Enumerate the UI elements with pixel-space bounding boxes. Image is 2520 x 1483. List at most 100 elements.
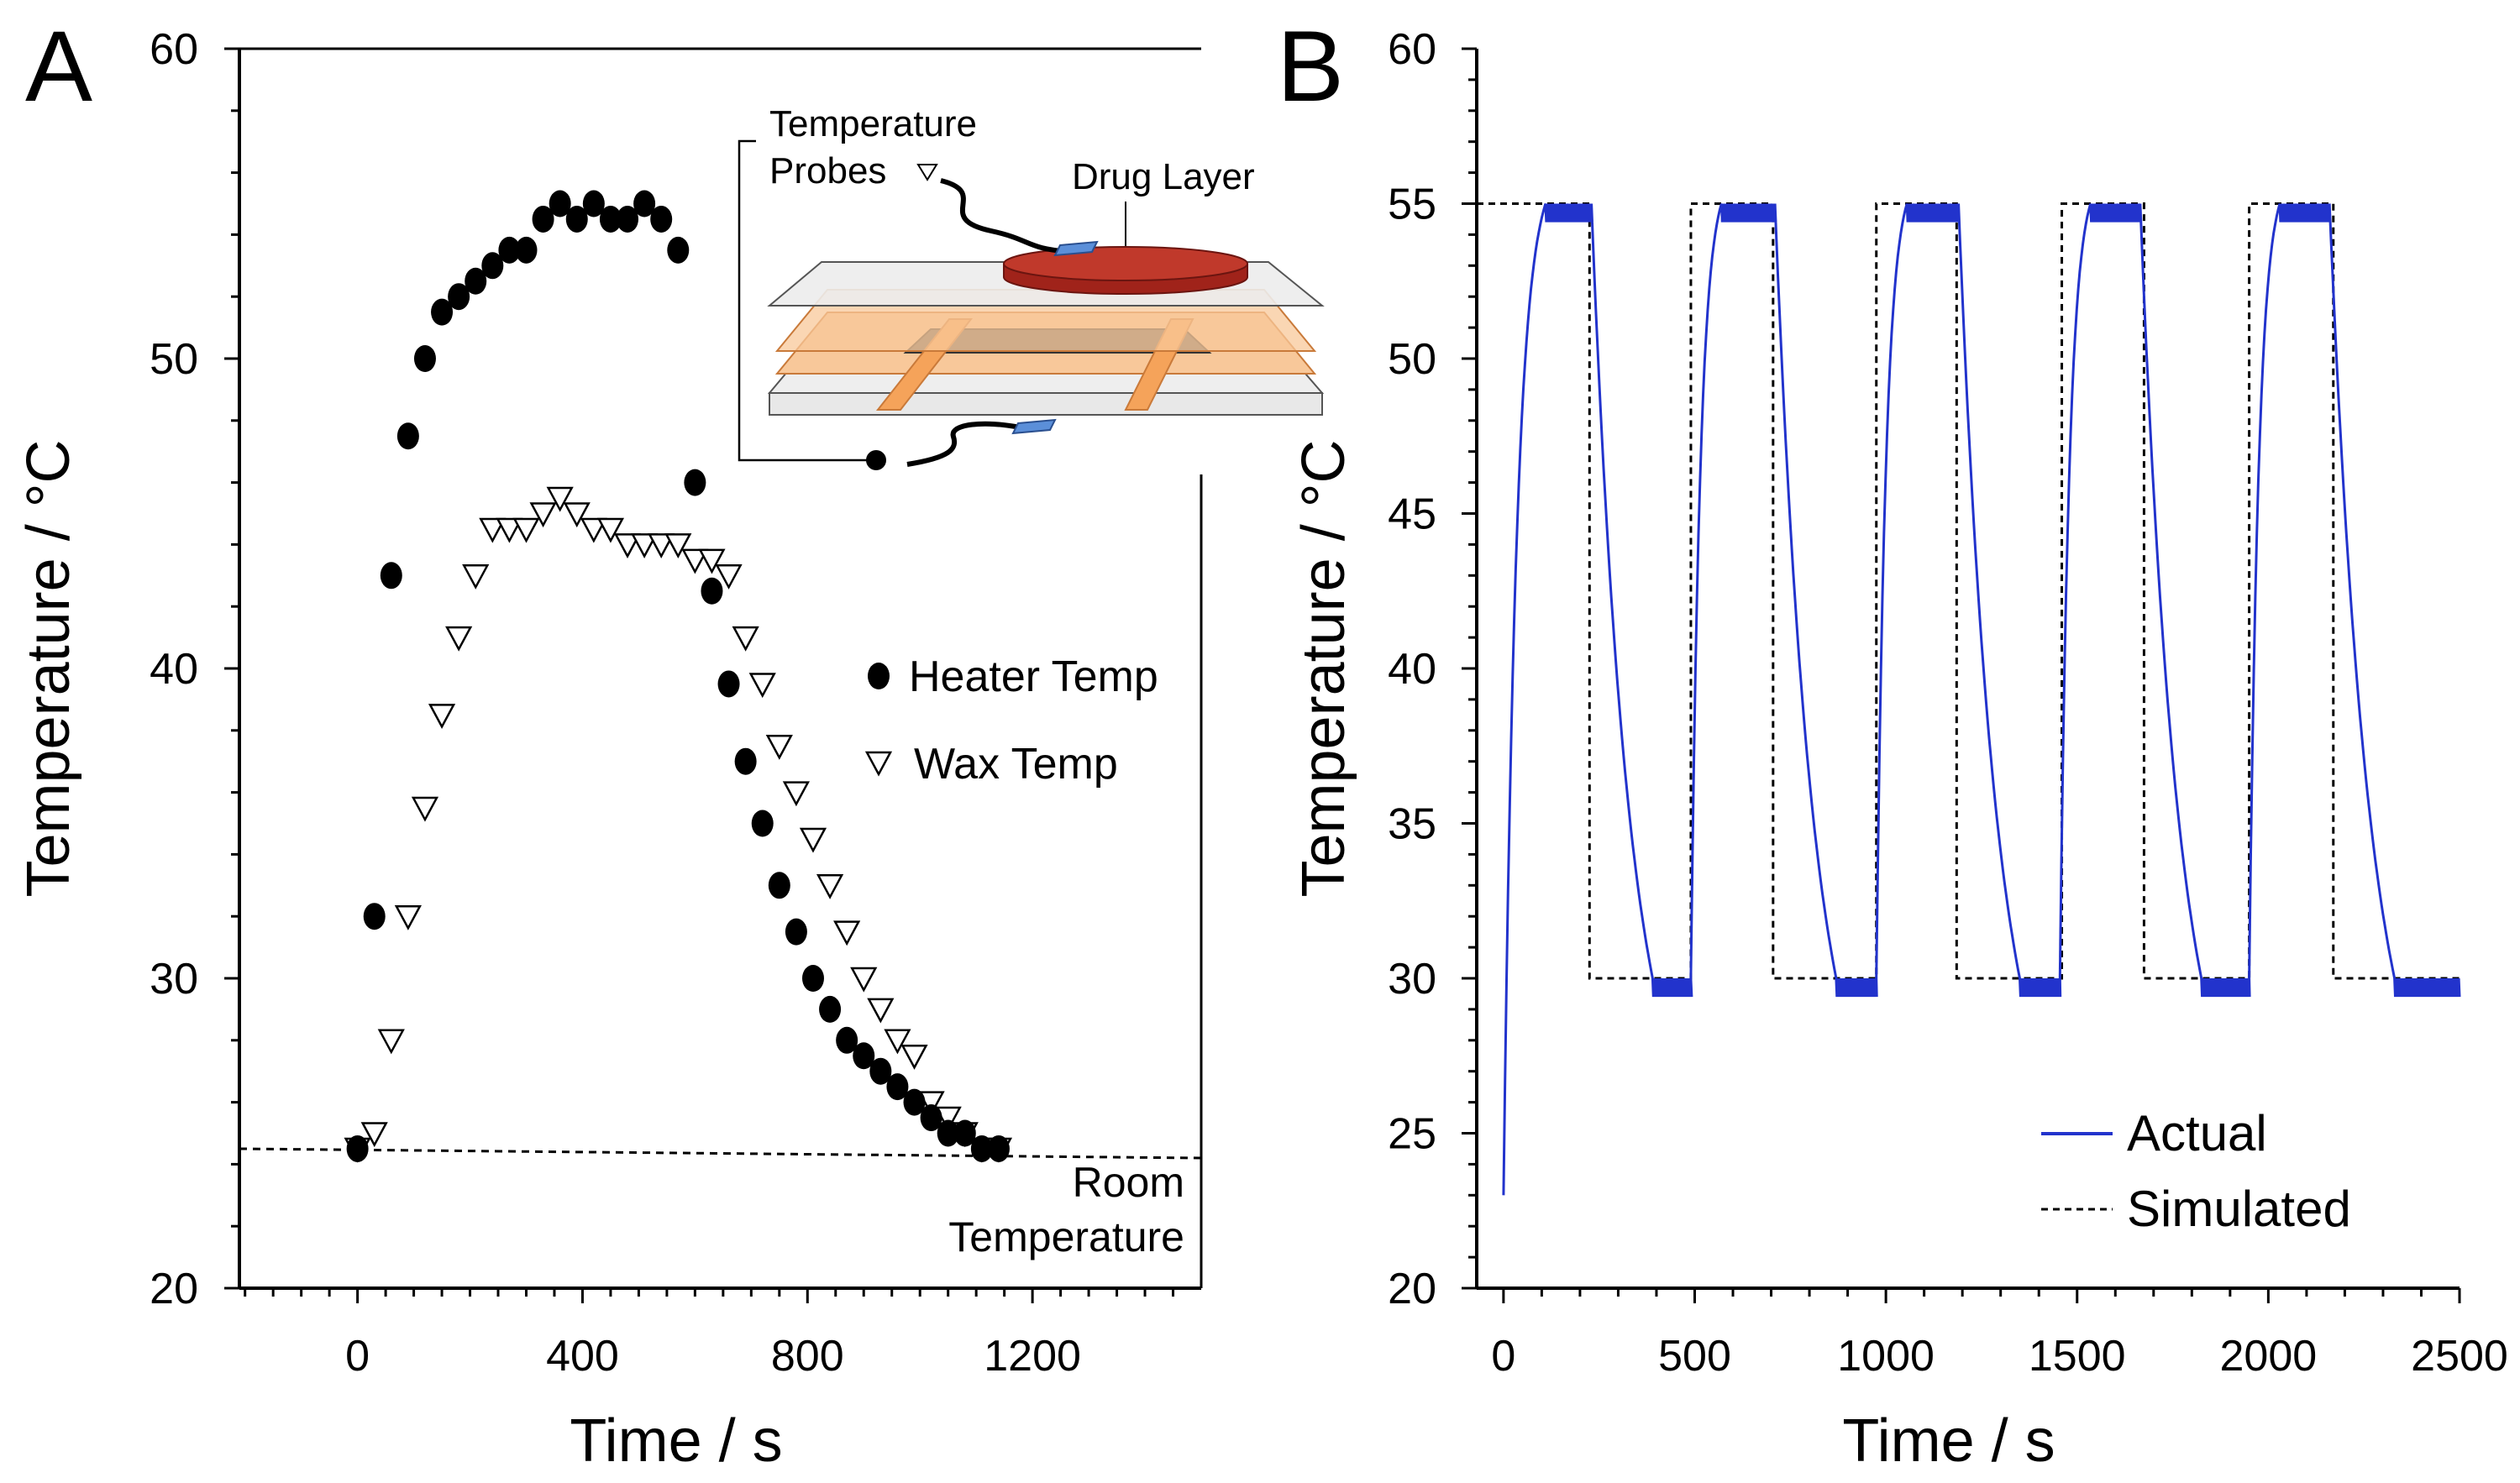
wax-temp-point — [698, 548, 726, 574]
panel-a-y-axis-label: Temperature / °C — [15, 440, 82, 898]
heater-temp-point — [565, 205, 588, 233]
inset-temperature-probes-label-line1: Temperature — [769, 103, 977, 144]
x-tick-label: 500 — [1658, 1332, 1731, 1381]
heater-temp-point — [549, 190, 571, 217]
legend-wax-marker — [864, 751, 893, 777]
y-tick-label: 30 — [150, 955, 198, 1004]
heater-temp-point — [599, 205, 622, 233]
heater-temp-point — [431, 298, 454, 326]
panel-a-tick-labels: 0 400 800 1200 20 30 40 50 60 — [150, 25, 1081, 1381]
heater-temp-point — [836, 1026, 858, 1054]
wax-temp-point — [816, 874, 844, 899]
wax-temp-point — [445, 626, 473, 652]
heater-temp-point — [448, 283, 470, 311]
panel-b-y-axis-label: Temperature / °C — [1290, 440, 1357, 898]
heater-temp-point — [617, 205, 639, 233]
y-tick-label: 20 — [150, 1265, 198, 1313]
heater-temp-point — [396, 422, 419, 450]
wax-temp-point — [411, 796, 439, 822]
wax-temp-point — [631, 533, 659, 559]
y-tick-label: 20 — [1388, 1265, 1436, 1313]
heater-temp-point — [970, 1135, 993, 1162]
legend-heater-marker — [868, 663, 890, 689]
wax-temp-point — [833, 920, 861, 946]
heater-temp-point — [684, 469, 706, 496]
x-tick-label: 2500 — [2411, 1332, 2508, 1381]
panel-a-ticks — [224, 47, 1175, 1303]
y-tick-label: 40 — [150, 645, 198, 694]
heater-temp-point — [717, 670, 740, 698]
panel-a-legend: Heater Temp Wax Temp — [864, 652, 1158, 789]
wax-temp-point — [613, 533, 642, 559]
room-temperature-label-line2: Temperature — [948, 1213, 1184, 1260]
wax-temp-point — [563, 502, 591, 528]
panel-b-ticks — [1462, 47, 2461, 1303]
inset-device-schematic: Temperature Probes Drug Layer — [738, 103, 1325, 470]
heater-temp-point — [532, 205, 554, 233]
wax-temp-point — [546, 486, 574, 512]
heater-temp-point — [465, 267, 487, 295]
heater-temp-point — [768, 872, 790, 899]
heater-temp-point — [346, 1135, 369, 1162]
heater-temp-point — [801, 965, 824, 992]
legend-simulated-label: Simulated — [2127, 1181, 2351, 1237]
heater-temp-point — [785, 918, 807, 946]
wax-temp-point — [900, 1045, 928, 1070]
heater-temp-point — [953, 1119, 976, 1147]
heater-temp-series — [346, 190, 1010, 1162]
wax-temp-point — [748, 673, 776, 699]
y-tick-label: 50 — [1388, 335, 1436, 384]
y-tick-label: 25 — [1388, 1110, 1436, 1159]
x-tick-label: 2000 — [2220, 1332, 2318, 1381]
heater-temp-point — [751, 810, 774, 837]
heater-temp-point — [481, 252, 504, 280]
bottom-probe-marker — [866, 450, 886, 470]
wax-temp-point — [867, 998, 895, 1024]
wax-temp-point — [765, 735, 793, 760]
panel-b-tick-labels: 0 500 1000 1500 2000 2500 20 25 30 35 40 45 50 55 60 — [1388, 25, 2508, 1381]
wax-temp-point — [681, 548, 709, 574]
drug-layer-disc-top — [1003, 246, 1248, 281]
heater-temp-point — [701, 577, 723, 605]
wax-temp-point — [496, 517, 523, 543]
legend-heater-label: Heater Temp — [909, 652, 1158, 701]
y-tick-label: 60 — [1388, 25, 1436, 74]
wax-temp-point — [377, 1029, 405, 1055]
wax-temp-point — [664, 533, 692, 559]
heater-temp-point — [853, 1042, 875, 1070]
heater-temp-point — [363, 903, 386, 930]
legend-actual-label: Actual — [2127, 1105, 2267, 1161]
x-tick-label: 0 — [345, 1332, 370, 1381]
wax-temp-point — [850, 967, 878, 993]
wax-temp-point — [479, 517, 507, 543]
heater-temp-point — [734, 747, 757, 775]
wax-temp-point — [917, 1091, 945, 1117]
y-tick-label: 60 — [150, 25, 198, 74]
heater-temp-point — [633, 190, 656, 217]
room-temperature-label-line1: Room — [1073, 1159, 1184, 1206]
panel-a-x-axis-label: Time / s — [570, 1407, 782, 1475]
heater-temp-point — [667, 236, 690, 264]
bottom-probe-tip — [1011, 418, 1057, 435]
heater-temp-point — [498, 236, 521, 264]
wax-temp-point — [715, 564, 743, 590]
y-tick-label: 45 — [1388, 490, 1436, 539]
x-tick-label: 1500 — [2029, 1332, 2126, 1381]
heater-temp-point — [937, 1119, 959, 1147]
y-tick-label: 55 — [1388, 181, 1436, 229]
legend-wax-label: Wax Temp — [914, 740, 1118, 789]
bottom-probe-wire — [906, 421, 1026, 467]
panel-b-legend: Actual Simulated — [2041, 1105, 2351, 1237]
bottom-plate — [769, 392, 1323, 416]
wax-temp-point — [529, 502, 557, 528]
heater-temp-point — [819, 995, 842, 1023]
wax-temp-point — [934, 1106, 962, 1132]
heater-temp-point — [886, 1073, 909, 1101]
top-probe-wire — [940, 178, 1072, 254]
y-tick-label: 30 — [1388, 955, 1436, 1004]
wax-temp-point — [428, 704, 456, 729]
wax-temp-point — [782, 781, 810, 807]
inset-drug-layer-label: Drug Layer — [1072, 156, 1255, 197]
wax-temp-point — [596, 517, 625, 543]
